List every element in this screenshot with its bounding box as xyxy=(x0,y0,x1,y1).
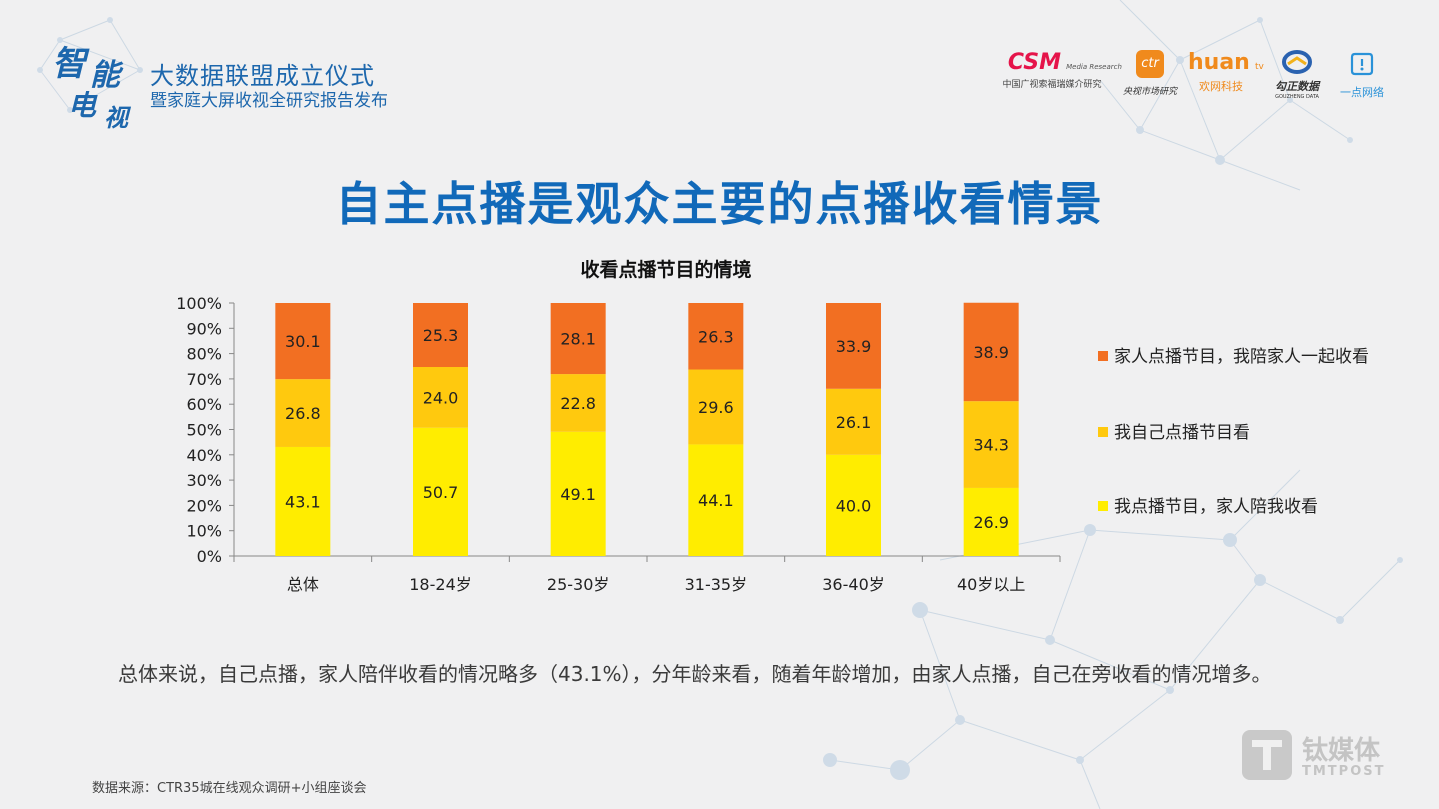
bar-segment xyxy=(963,401,1019,488)
partner-csm: CSM Media Research 中国广视索福瑞媒介研究 xyxy=(1000,50,1122,90)
event-title-line1: 大数据联盟成立仪式 xyxy=(150,62,375,90)
y-tick-label: 10% xyxy=(186,522,222,541)
bar-segment xyxy=(826,454,881,556)
bar-data-label: 26.3 xyxy=(698,327,734,346)
bar-data-label: 29.6 xyxy=(698,398,734,417)
x-category-label: 31-35岁 xyxy=(685,575,748,594)
legend-label: 我点播节目，家人陪我收看 xyxy=(1114,497,1318,517)
huan-logo-text: huan xyxy=(1188,50,1250,75)
gouzheng-subtitle: GOUZHENG DATA xyxy=(1275,94,1319,100)
bar-data-label: 25.3 xyxy=(423,326,459,345)
bar-segment xyxy=(826,388,881,455)
bar-data-label: 38.9 xyxy=(973,343,1009,362)
data-source: 数据来源：CTR35城在线观众调研+小组座谈会 xyxy=(92,781,367,796)
y-tick-label: 0% xyxy=(197,547,222,566)
legend-swatch xyxy=(1098,427,1108,437)
partner-ctr: ctr 央视市场研究 xyxy=(1114,50,1186,97)
y-tick-label: 30% xyxy=(186,471,222,490)
y-tick-label: 60% xyxy=(186,395,222,414)
bar-segment xyxy=(688,369,744,445)
logo-char-zhi: 智 xyxy=(52,44,86,84)
ctr-subtitle: 央视市场研究 xyxy=(1122,87,1177,97)
bar-data-label: 43.1 xyxy=(285,492,321,511)
legend-item: 我自己点播节目看 xyxy=(1098,418,1250,443)
main-title: 自主点播是观众主要的点播收看情景 xyxy=(335,177,1104,231)
y-tick-label: 100% xyxy=(176,294,222,313)
bar-segment xyxy=(275,446,331,556)
y-tick-label: 90% xyxy=(186,319,222,338)
bar-segment xyxy=(275,379,331,447)
y-tick-label: 50% xyxy=(186,421,222,440)
legend-item: 家人点播节目，我陪家人一起收看 xyxy=(1098,342,1369,367)
bar-segment xyxy=(550,374,606,432)
tmtpost-sub: TMTPOST xyxy=(1302,764,1386,779)
partner-yidian: 一点网络 xyxy=(1332,50,1392,100)
bar-data-label: 26.8 xyxy=(285,404,321,423)
legend-label: 家人点播节目，我陪家人一起收看 xyxy=(1114,347,1369,367)
tmtpost-name: 钛媒体 xyxy=(1302,736,1381,766)
bar-data-label: 40.0 xyxy=(836,496,872,515)
legend-label: 我自己点播节目看 xyxy=(1114,423,1250,443)
legend-swatch xyxy=(1098,501,1108,511)
bar-data-label: 30.1 xyxy=(285,332,321,351)
x-category-label: 18-24岁 xyxy=(409,575,472,594)
x-category-label: 总体 xyxy=(287,575,319,594)
bar-segment xyxy=(963,487,1019,556)
bar-data-label: 24.0 xyxy=(423,388,459,407)
csm-tag: Media Research xyxy=(1066,63,1122,71)
bar-segment xyxy=(413,427,468,556)
yidian-name: 一点网络 xyxy=(1340,86,1384,99)
bar-data-label: 26.1 xyxy=(836,413,872,432)
bar-segment xyxy=(275,303,331,380)
bar-data-label: 33.9 xyxy=(836,337,872,356)
bar-segment xyxy=(688,444,744,556)
huan-subtitle: 欢网科技 xyxy=(1199,80,1243,93)
summary-text: 总体来说，自己点播，家人陪伴收看的情况略多（43.1%），分年龄来看，随着年龄增… xyxy=(118,662,1272,686)
csm-subtitle: 中国广视索福瑞媒介研究 xyxy=(1002,80,1102,90)
legend-item: 我点播节目，家人陪我收看 xyxy=(1098,492,1318,517)
legend-swatch xyxy=(1098,351,1108,361)
y-tick-label: 20% xyxy=(186,496,222,515)
x-category-label: 40岁以上 xyxy=(957,575,1025,594)
x-category-label: 36-40岁 xyxy=(822,575,885,594)
partner-gouzheng: 勾正数据 GOUZHENG DATA xyxy=(1262,50,1332,100)
gouzheng-logo-icon xyxy=(1282,50,1312,74)
yidian-logo-icon xyxy=(1350,52,1374,76)
tmtpost-watermark: 钛媒体 TMTPOST xyxy=(1240,728,1410,784)
event-title-line2: 暨家庭大屏收视全研究报告发布 xyxy=(150,91,388,111)
ctr-logo: ctr xyxy=(1136,50,1164,78)
bar-data-label: 50.7 xyxy=(423,483,459,502)
gouzheng-name: 勾正数据 xyxy=(1275,80,1319,93)
tmtpost-logo-icon xyxy=(1242,730,1292,780)
bar-data-label: 49.1 xyxy=(560,485,596,504)
bar-segment xyxy=(550,431,606,556)
bar-segment xyxy=(826,303,881,389)
bar-segment xyxy=(688,303,744,370)
logo-char-dian: 电 xyxy=(68,89,97,122)
bar-data-label: 26.9 xyxy=(973,513,1009,532)
huan-tag: tv xyxy=(1254,62,1264,72)
partner-logos: CSM Media Research 中国广视索福瑞媒介研究 ctr 央视市场研… xyxy=(1000,50,1400,110)
event-logo: 智 能 电 视 大数据联盟成立仪式 暨家庭大屏收视全研究报告发布 xyxy=(48,36,428,136)
partner-huan: huan tv 欢网科技 xyxy=(1188,50,1264,94)
y-tick-label: 40% xyxy=(186,446,222,465)
x-category-label: 25-30岁 xyxy=(547,575,610,594)
logo-char-shi: 视 xyxy=(104,103,128,132)
bar-data-label: 44.1 xyxy=(698,491,734,510)
csm-logo-text: CSM xyxy=(1007,50,1061,75)
y-tick-label: 80% xyxy=(186,345,222,364)
bar-segment xyxy=(413,367,468,428)
bar-segment xyxy=(413,303,468,368)
bar-data-label: 28.1 xyxy=(560,330,596,349)
logo-calligraphy: 智 能 电 视 xyxy=(48,36,140,132)
bar-segment xyxy=(550,303,606,375)
y-tick-label: 70% xyxy=(186,370,222,389)
bar-segment xyxy=(963,302,1019,402)
chart-title: 收看点播节目的情境 xyxy=(580,258,751,281)
bar-data-label: 22.8 xyxy=(560,394,596,413)
bar-data-label: 34.3 xyxy=(973,436,1009,455)
logo-char-neng: 能 xyxy=(90,58,120,93)
